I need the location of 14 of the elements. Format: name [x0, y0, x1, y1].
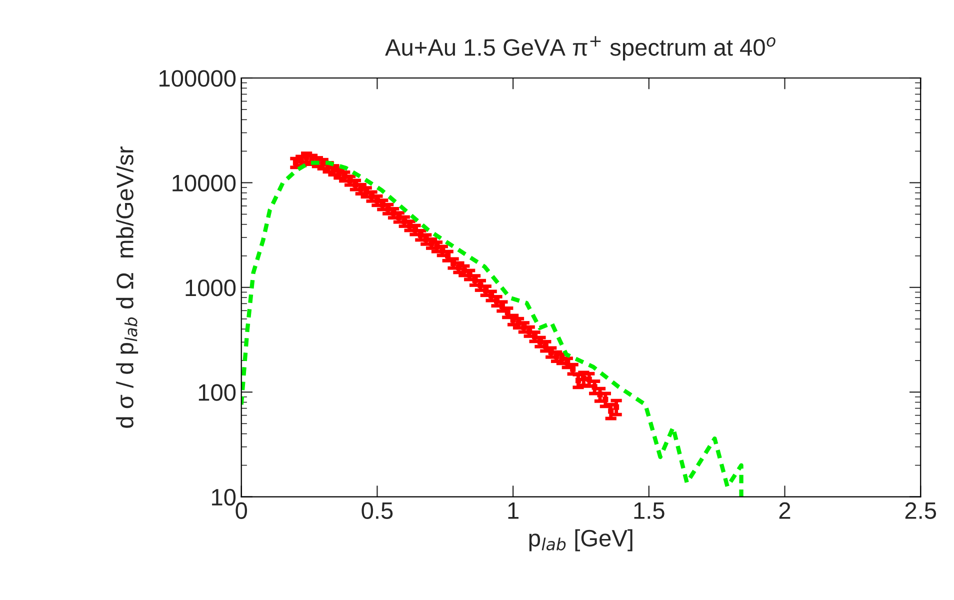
y-tick-label: 100: [198, 384, 236, 401]
x-tick-label: 0: [236, 502, 248, 520]
x-tick-label: 2: [779, 502, 790, 519]
x-axis-title: p$_{lab}$ [GeV]: [529, 529, 632, 552]
chart-title: Au+Au 1.5 GeVA π$^{+}$ spectrum at 40$^{o}$: [385, 36, 776, 60]
y-tick-label: 1000: [186, 279, 236, 296]
x-tick-label: 1: [508, 502, 518, 519]
y-tick-label: 10: [212, 488, 236, 506]
y-tick-label: 100000: [160, 70, 236, 87]
y-axis-title: d σ / d p$_{lab}$ d Ω mb/GeV/sr: [116, 146, 138, 428]
y-tick-label: 10000: [172, 174, 236, 192]
x-tick-label: 2.5: [905, 502, 936, 520]
x-tick-label: 1.5: [634, 502, 664, 520]
x-tick-label: 0.5: [362, 502, 393, 520]
